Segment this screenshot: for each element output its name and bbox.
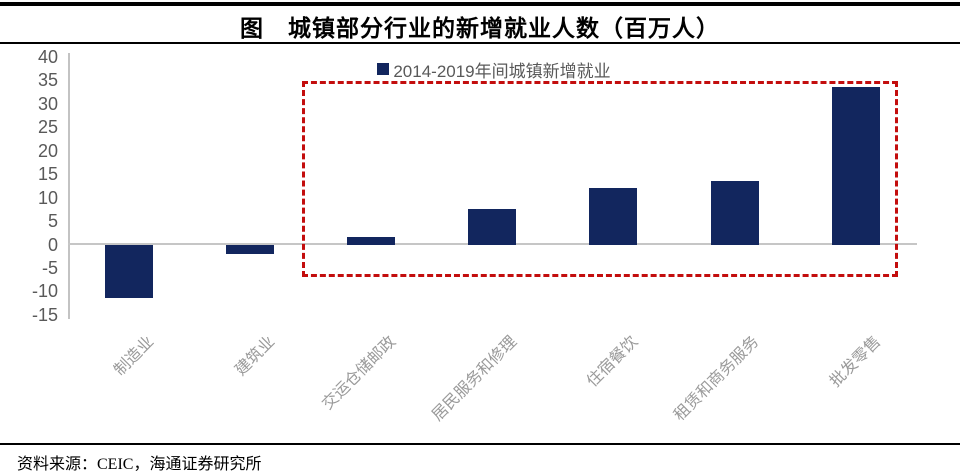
bar-5 <box>589 188 638 245</box>
legend: 2014-2019年间城镇新增就业 <box>68 58 920 81</box>
y-axis-line <box>68 53 70 319</box>
y-axis-tick-label: -15 <box>31 304 58 325</box>
y-axis-tick-label: -5 <box>41 257 58 278</box>
source-note: 资料来源：CEIC，海通证券研究所 <box>17 456 262 473</box>
y-axis-tick-label: 40 <box>37 47 58 67</box>
bar-2 <box>226 244 275 254</box>
title-divider <box>0 42 960 44</box>
x-axis-label: 批发零售 <box>826 333 884 391</box>
legend-label: 2014-2019年间城镇新增就业 <box>393 61 611 81</box>
bar-chart-plot: 40 35 30 25 20 15 10 5 0 -5 -10 -15 制造业 建筑业 交运仓储邮政 居民服… <box>0 45 960 445</box>
x-axis-label: 制造业 <box>111 333 158 380</box>
bar-7 <box>831 87 880 245</box>
y-axis-tick-label: 5 <box>47 211 58 232</box>
y-axis-tick-label: -10 <box>31 281 58 302</box>
y-axis-tick-label: 0 <box>47 234 58 255</box>
y-axis-tick-label: 35 <box>37 70 58 91</box>
legend-marker-icon <box>377 63 390 75</box>
chart-title: 图 城镇部分行业的新增就业人数（百万人） <box>240 16 720 41</box>
y-axis-tick-label: 30 <box>37 93 58 114</box>
bar-4 <box>468 209 517 245</box>
top-divider <box>0 2 960 6</box>
y-axis-tick-label: 20 <box>37 140 58 161</box>
x-axis-label: 租赁和商务服务 <box>671 333 763 425</box>
highlight-box <box>302 81 898 277</box>
bar-1 <box>105 244 153 299</box>
x-axis-label: 住宿餐饮 <box>584 333 642 391</box>
y-axis-tick-label: 25 <box>37 117 58 138</box>
bar-6 <box>710 181 759 245</box>
y-axis-tick-label: 15 <box>37 164 58 185</box>
x-axis-label: 建筑业 <box>232 333 279 380</box>
y-axis-tick-label: 10 <box>37 187 58 208</box>
footer-divider <box>0 443 960 445</box>
x-axis-label: 居民服务和修理 <box>429 333 521 425</box>
bar-3 <box>347 237 396 245</box>
x-axis-label: 交运仓储邮政 <box>319 333 400 414</box>
